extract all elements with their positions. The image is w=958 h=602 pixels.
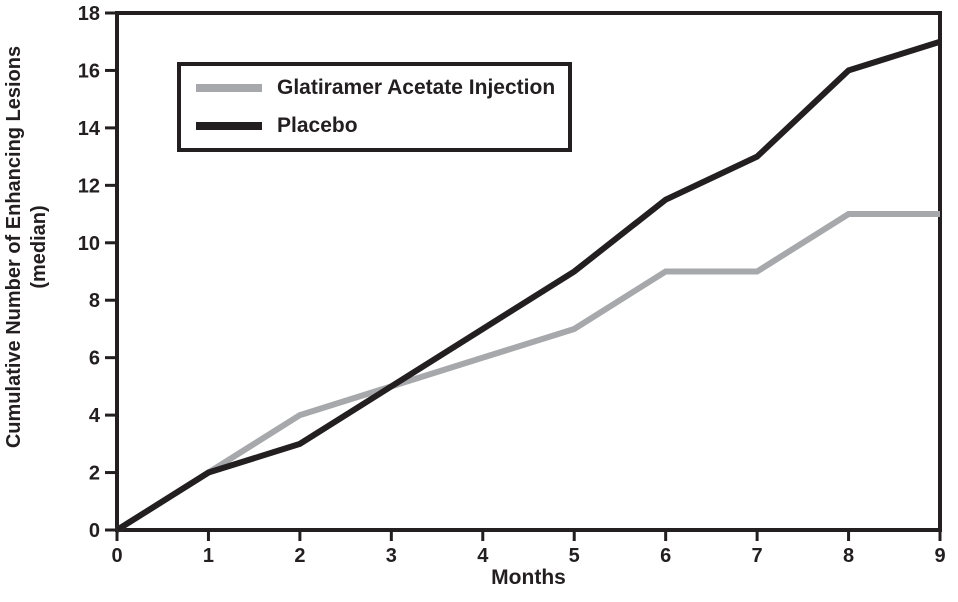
legend-label-glatiramer: Glatiramer Acetate Injection (277, 76, 556, 99)
x-tick-label: 7 (752, 545, 763, 567)
y-tick-label: 10 (78, 233, 100, 255)
legend-row-glatiramer: Glatiramer Acetate Injection (196, 76, 568, 100)
legend: Glatiramer Acetate Injection Placebo (177, 62, 572, 152)
x-tick-label: 2 (294, 545, 305, 567)
legend-label-placebo: Placebo (277, 114, 358, 137)
x-tick-label: 9 (934, 545, 945, 567)
y-tick-label: 18 (78, 3, 100, 25)
y-tick-label: 12 (78, 175, 100, 197)
y-tick-label: 16 (78, 60, 100, 82)
series-line-1 (115, 38, 941, 533)
x-tick-label: 8 (843, 545, 854, 567)
x-tick-label: 1 (203, 545, 214, 567)
x-tick-label: 4 (477, 545, 489, 567)
y-tick-label: 8 (89, 290, 100, 312)
legend-row-placebo: Placebo (196, 114, 568, 138)
y-tick-label: 6 (89, 348, 100, 370)
x-axis-label: Months (491, 566, 566, 589)
x-tick-label: 3 (386, 545, 397, 567)
y-tick-label: 0 (89, 520, 100, 542)
x-tick-label: 6 (660, 545, 671, 567)
y-tick-label: 2 (89, 463, 100, 485)
legend-swatch-glatiramer (196, 84, 262, 92)
legend-swatch-placebo (196, 122, 262, 130)
x-tick-label: 5 (569, 545, 580, 567)
plot-border (115, 11, 942, 532)
series-line-0 (115, 211, 940, 533)
x-tick-label: 0 (111, 545, 122, 567)
y-tick-label: 4 (89, 405, 101, 427)
y-tick-label: 14 (78, 118, 101, 140)
